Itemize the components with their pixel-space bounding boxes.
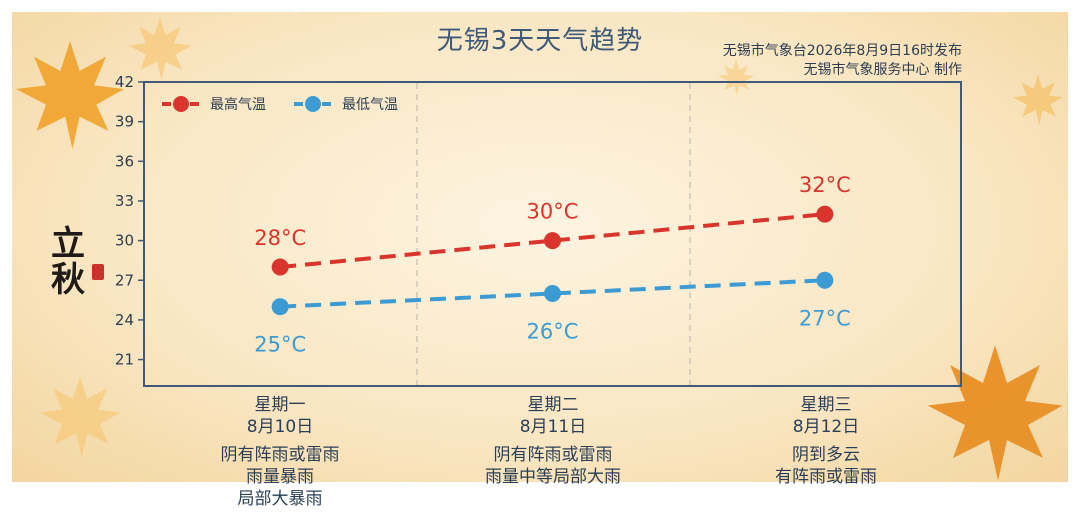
- calligraphy-text: 立秋: [51, 224, 85, 300]
- background: [12, 12, 1068, 482]
- legend-swatch-marker: [305, 96, 321, 112]
- y-tick-label: 24: [115, 311, 134, 329]
- maple-leaf-icon: [39, 376, 121, 458]
- date-label: 8月12日: [792, 417, 860, 437]
- data-point: [271, 298, 289, 316]
- day-block-3: 星期三 8月12日 阴到多云 有阵雨或雷雨: [706, 394, 946, 488]
- data-point: [816, 271, 834, 289]
- y-tick-label: 27: [115, 271, 134, 289]
- weekday-label: 星期三: [800, 395, 852, 415]
- legend-swatch-marker: [173, 96, 189, 112]
- legend-label: 最低气温: [342, 97, 398, 113]
- legend-label: 最高气温: [210, 96, 266, 113]
- weather-line: 有阵雨或雷雨: [775, 467, 877, 487]
- data-point: [816, 205, 834, 223]
- maple-leaf-icon: [1012, 74, 1064, 126]
- weather-line: 阴到多云: [792, 445, 860, 465]
- y-axis: 21 24 27 30 33 36 39 42: [115, 73, 144, 369]
- weather-line: 雨量中等局部大雨: [485, 467, 621, 487]
- data-label: 32°C: [799, 173, 851, 197]
- series-line-high: [279, 212, 826, 270]
- data-label: 30°C: [527, 200, 579, 224]
- weather-line: 雨量暴雨: [246, 467, 314, 487]
- weekday-label: 星期一: [254, 395, 306, 415]
- day-block-2: 星期二 8月11日 阴有阵雨或雷雨 雨量中等局部大雨: [433, 394, 673, 488]
- data-label: 28°C: [254, 226, 306, 250]
- data-label: 27°C: [799, 306, 851, 330]
- seal-icon: [92, 264, 104, 280]
- weather-line: 阴有阵雨或雷雨: [493, 445, 613, 465]
- date-label: 8月10日: [246, 417, 314, 437]
- data-point: [271, 258, 289, 276]
- data-point: [544, 232, 561, 250]
- series-layer: 28°C 30°C 32°C 25°C 26°C 27°C: [254, 173, 851, 357]
- weather-line: 局部大暴雨: [237, 489, 323, 509]
- y-tick-label: 33: [115, 192, 134, 210]
- publisher-info: 无锡市气象台2026年8月9日16时发布 无锡市气象服务中心 制作: [723, 42, 962, 80]
- y-tick-label: 21: [115, 351, 134, 369]
- day-block-1: 星期一 8月10日 阴有阵雨或雷雨 雨量暴雨 局部大暴雨: [160, 394, 400, 510]
- maple-leaf-icon: [128, 17, 192, 81]
- legend: 最高气温 最低气温: [162, 96, 398, 113]
- calligraphy-logo: 立秋: [48, 224, 104, 300]
- maple-leaf-icon: [16, 41, 124, 149]
- weekday-label: 星期二: [527, 395, 579, 415]
- y-tick-label: 30: [115, 232, 134, 250]
- y-tick-label: 36: [115, 152, 134, 170]
- maple-leaf-icon: [718, 60, 754, 96]
- chart-title: 无锡3天天气趋势: [436, 26, 644, 56]
- series-line-low: [280, 278, 825, 309]
- date-label: 8月11日: [519, 417, 587, 437]
- data-label: 26°C: [527, 319, 579, 343]
- publisher-line-2: 无锡市气象服务中心 制作: [803, 62, 962, 78]
- data-point: [544, 284, 561, 302]
- y-tick-label: 42: [115, 73, 134, 91]
- data-label: 25°C: [254, 333, 306, 357]
- publisher-line-1: 无锡市气象台2026年8月9日16时发布: [722, 43, 962, 59]
- plot-frame: [143, 81, 962, 387]
- y-tick-label: 39: [115, 113, 134, 131]
- weather-line: 阴有阵雨或雷雨: [220, 445, 340, 465]
